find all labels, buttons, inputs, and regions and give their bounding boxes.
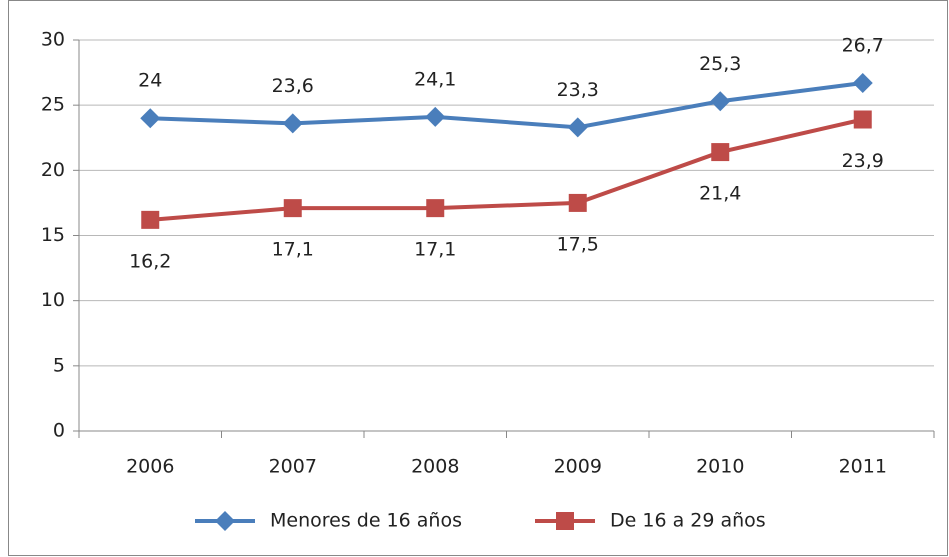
marker [852, 73, 873, 94]
marker [215, 511, 235, 531]
data-label: 21,4 [699, 183, 741, 205]
data-label: 24,1 [414, 68, 456, 90]
data-label: 23,6 [272, 75, 314, 97]
data-label: 25,3 [699, 53, 741, 75]
legend-label: Menores de 16 años [270, 510, 462, 532]
y-tick-label: 10 [41, 289, 65, 311]
series-line [150, 81, 864, 130]
marker [425, 106, 446, 127]
x-tick-label: 2009 [554, 456, 602, 478]
x-tick-label: 2010 [696, 456, 744, 478]
marker [710, 91, 731, 112]
x-tick-label: 2011 [839, 456, 887, 478]
x-tick-label: 2007 [269, 456, 317, 478]
y-tick-label: 0 [53, 420, 65, 442]
data-label: 24 [138, 70, 162, 92]
data-label: 16,2 [129, 250, 171, 272]
data-label: 17,1 [272, 239, 314, 261]
marker [568, 193, 587, 212]
x-tick-label: 2008 [411, 456, 459, 478]
x-tick-label: 2006 [126, 456, 174, 478]
marker [426, 199, 445, 218]
chart-border [8, 0, 948, 556]
marker [283, 199, 302, 218]
marker [711, 143, 730, 162]
y-tick-label: 25 [41, 94, 65, 116]
data-label: 23,9 [842, 150, 884, 172]
data-label: 17,5 [557, 233, 599, 255]
y-tick-label: 15 [41, 224, 65, 246]
y-tick-label: 20 [41, 159, 65, 181]
legend-label: De 16 a 29 años [610, 510, 766, 532]
marker [140, 108, 161, 129]
y-tick-label: 30 [41, 29, 65, 51]
data-label: 26,7 [842, 35, 884, 57]
data-label: 17,1 [414, 239, 456, 261]
marker [556, 512, 574, 530]
marker [141, 210, 160, 229]
marker [853, 110, 872, 129]
marker [282, 113, 303, 134]
series-line [150, 117, 864, 222]
marker [567, 117, 588, 138]
data-label: 23,3 [557, 79, 599, 101]
y-tick-label: 5 [53, 354, 65, 376]
